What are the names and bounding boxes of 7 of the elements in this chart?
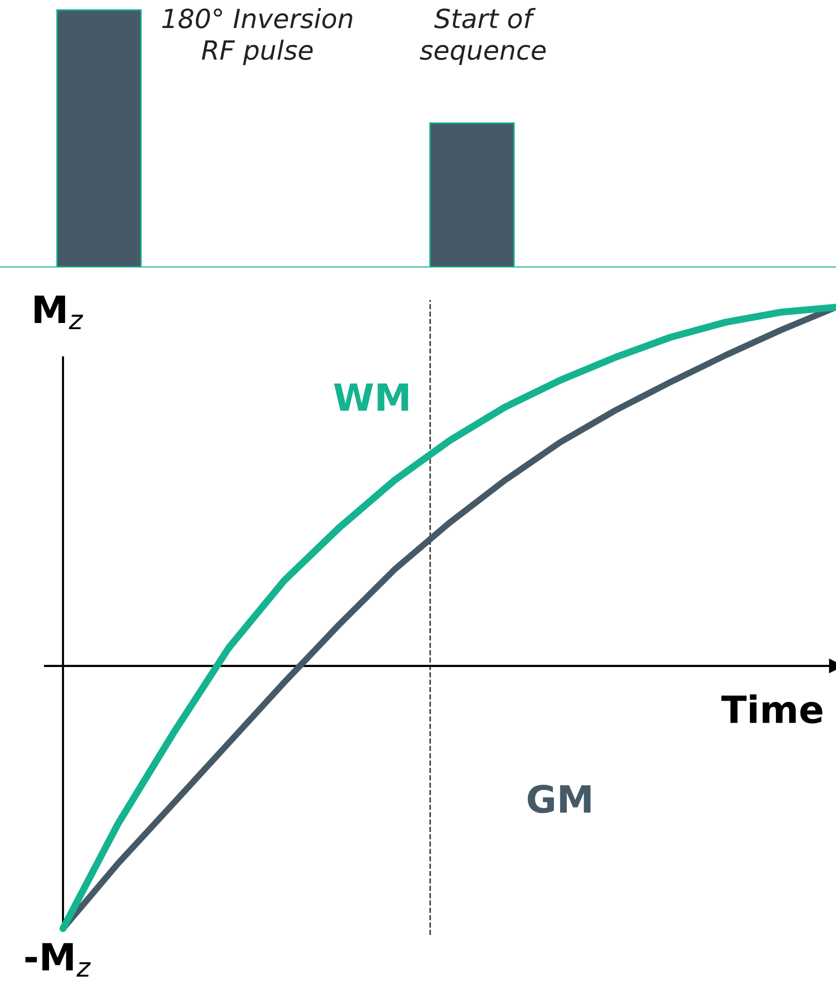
- annotation: Start of sequence: [420, 8, 546, 66]
- text: -M$_{z}$: [25, 943, 91, 977]
- x-axis-title: Time: [721, 694, 822, 724]
- annotation: 180° Inversion RF pulse: [162, 8, 352, 66]
- y-axis-title: M$_{z}$: [34, 296, 84, 330]
- series-label: WM: [334, 383, 408, 411]
- text: GM: [528, 784, 591, 814]
